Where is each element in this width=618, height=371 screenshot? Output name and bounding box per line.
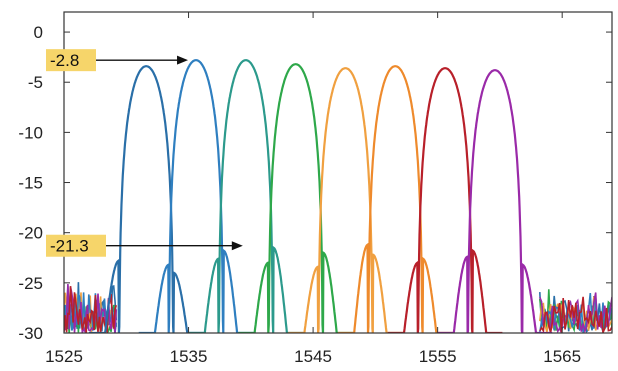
y-tick-label-1: -5 <box>28 73 43 92</box>
annotation-arrow-head-0 <box>177 55 189 65</box>
y-tick-label-4: -20 <box>18 224 43 243</box>
series-line-2 <box>188 59 304 333</box>
series-line-5 <box>338 65 453 333</box>
axes-layer <box>63 11 613 334</box>
annotation-box-1 <box>46 234 106 257</box>
y-tick-label-6: -30 <box>18 324 43 343</box>
ticks-layer: 1525 1535 1545 1555 1565 0 -5 -10 -15 -20 -25 -30 <box>18 12 612 366</box>
annotations-layer: -2.8 -21.3 <box>46 49 243 257</box>
annotation-box-0 <box>46 49 96 72</box>
noise-left-5 <box>64 286 118 333</box>
y-tick-label-2: -10 <box>18 123 43 142</box>
y-tick-label-3: -15 <box>18 174 43 193</box>
series-line-1 <box>138 59 254 333</box>
x-tick-label-1: 1535 <box>170 347 208 366</box>
x-tick-label-4: 1565 <box>543 347 581 366</box>
plot-frame <box>63 11 613 334</box>
y-tick-label-5: -25 <box>18 274 43 293</box>
series-line-7 <box>437 69 553 333</box>
y-tick-label-0: 0 <box>34 23 43 42</box>
series-line-3 <box>238 63 353 333</box>
x-tick-label-0: 1525 <box>45 347 83 366</box>
series-line-6 <box>387 67 503 333</box>
series-line-4 <box>288 67 403 333</box>
annotation-arrow-head-1 <box>231 241 243 251</box>
series-layer <box>64 59 612 333</box>
series-line-0 <box>88 65 204 333</box>
x-tick-label-3: 1555 <box>419 347 457 366</box>
noise-right-5 <box>539 296 612 333</box>
annotation-label-0: -2.8 <box>50 51 79 70</box>
x-tick-label-2: 1545 <box>294 347 332 366</box>
annotation-label-1: -21.3 <box>50 237 89 256</box>
